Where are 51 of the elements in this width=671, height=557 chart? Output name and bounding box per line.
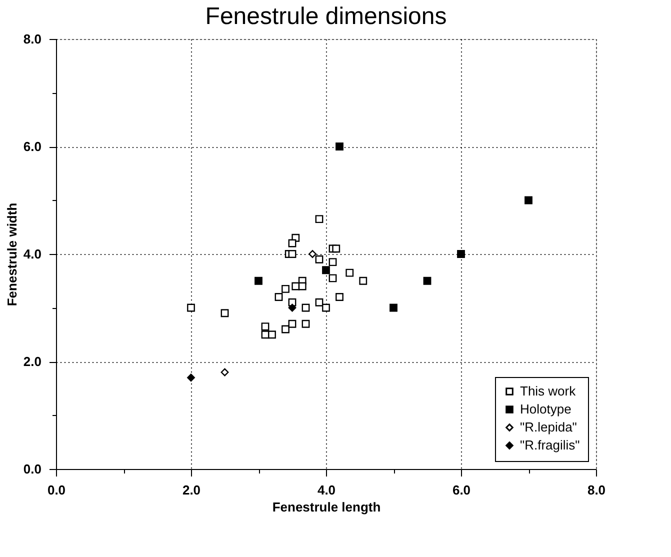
x-tick-label: 8.0 [587, 482, 606, 498]
point [274, 293, 283, 301]
legend-label: Holotype [520, 402, 572, 416]
point [268, 330, 276, 339]
point [261, 322, 270, 331]
legend-label: "R.fragilis" [520, 438, 580, 452]
point [187, 304, 195, 312]
point [322, 266, 330, 274]
y-tick-label: 6.0 [23, 139, 42, 154]
point [315, 255, 324, 264]
chart-title: Fenestrule dimensions [205, 3, 447, 30]
x-tick-label: 6.0 [452, 482, 471, 498]
point [346, 268, 354, 277]
point [328, 274, 337, 282]
y-tick-label: 8.0 [23, 32, 42, 46]
point [423, 276, 432, 285]
point [282, 325, 290, 334]
point [336, 293, 344, 301]
point [288, 320, 296, 328]
y-tick-label: 4.0 [23, 246, 42, 262]
point [288, 239, 296, 248]
x-tick-label: 0.0 [47, 482, 66, 498]
point [457, 250, 465, 258]
y-tick-label: 2.0 [23, 354, 42, 369]
point [359, 276, 368, 285]
point [322, 304, 330, 312]
y-axis-title: Fenestrule width [4, 202, 20, 306]
point [524, 196, 532, 204]
point [336, 142, 344, 150]
legend-label: This work [520, 384, 576, 398]
point [315, 215, 324, 224]
x-axis-title: Fenestrule length [272, 500, 381, 514]
x-tick-label: 2.0 [182, 482, 201, 498]
point [302, 304, 310, 312]
point [288, 304, 296, 312]
point [288, 250, 296, 258]
point [302, 320, 310, 328]
y-tick-label: 0.0 [23, 462, 42, 476]
point [315, 298, 324, 306]
point [220, 368, 229, 376]
legend-label: "R.lepida" [520, 420, 578, 434]
point [187, 374, 195, 382]
point [332, 244, 340, 253]
point [308, 250, 316, 258]
point [282, 284, 290, 293]
point [328, 258, 337, 266]
x-tick-label: 4.0 [317, 482, 336, 498]
point [254, 276, 262, 285]
point [298, 282, 306, 290]
point [220, 309, 229, 318]
point [390, 304, 398, 312]
